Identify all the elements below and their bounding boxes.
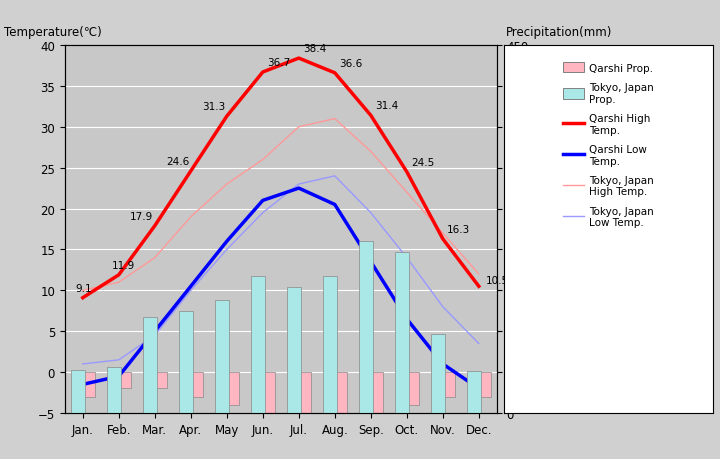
Bar — [251, 276, 264, 413]
Bar — [333, 372, 346, 421]
Text: 38.4: 38.4 — [303, 44, 326, 54]
Bar — [431, 334, 445, 413]
Bar — [477, 372, 490, 397]
Text: 10.5: 10.5 — [486, 276, 509, 286]
Bar — [323, 276, 336, 413]
Text: 11.9: 11.9 — [112, 260, 135, 270]
Bar — [261, 372, 274, 421]
Bar — [467, 371, 481, 413]
Bar — [405, 372, 418, 405]
Bar — [297, 372, 310, 421]
Text: Precipitation(mm): Precipitation(mm) — [505, 26, 612, 39]
Text: 24.5: 24.5 — [411, 157, 434, 168]
Bar — [153, 372, 167, 389]
Bar — [189, 372, 203, 397]
Text: 31.3: 31.3 — [202, 102, 225, 112]
Bar — [81, 372, 95, 397]
Text: 16.3: 16.3 — [447, 224, 470, 235]
Bar — [359, 242, 372, 413]
Bar — [225, 372, 239, 405]
Bar — [179, 311, 192, 413]
Bar — [117, 372, 130, 389]
Legend: Qarshi Prop., Tokyo, Japan
Prop., Qarshi High
Temp., Qarshi Low
Temp., Tokyo, Ja: Qarshi Prop., Tokyo, Japan Prop., Qarshi… — [559, 58, 658, 232]
Bar — [287, 287, 300, 413]
Text: 17.9: 17.9 — [130, 211, 153, 221]
Bar — [107, 367, 121, 413]
Bar — [369, 372, 382, 413]
Text: 31.4: 31.4 — [375, 101, 398, 111]
Text: 36.7: 36.7 — [267, 58, 290, 68]
Text: 36.6: 36.6 — [339, 59, 362, 69]
Bar — [441, 372, 455, 397]
Bar — [71, 371, 85, 413]
Text: 24.6: 24.6 — [166, 157, 189, 167]
Bar — [143, 318, 157, 413]
Bar — [215, 301, 228, 413]
Bar — [395, 252, 409, 413]
Text: 9.1: 9.1 — [76, 283, 92, 293]
Text: Temperature(℃): Temperature(℃) — [4, 26, 102, 39]
